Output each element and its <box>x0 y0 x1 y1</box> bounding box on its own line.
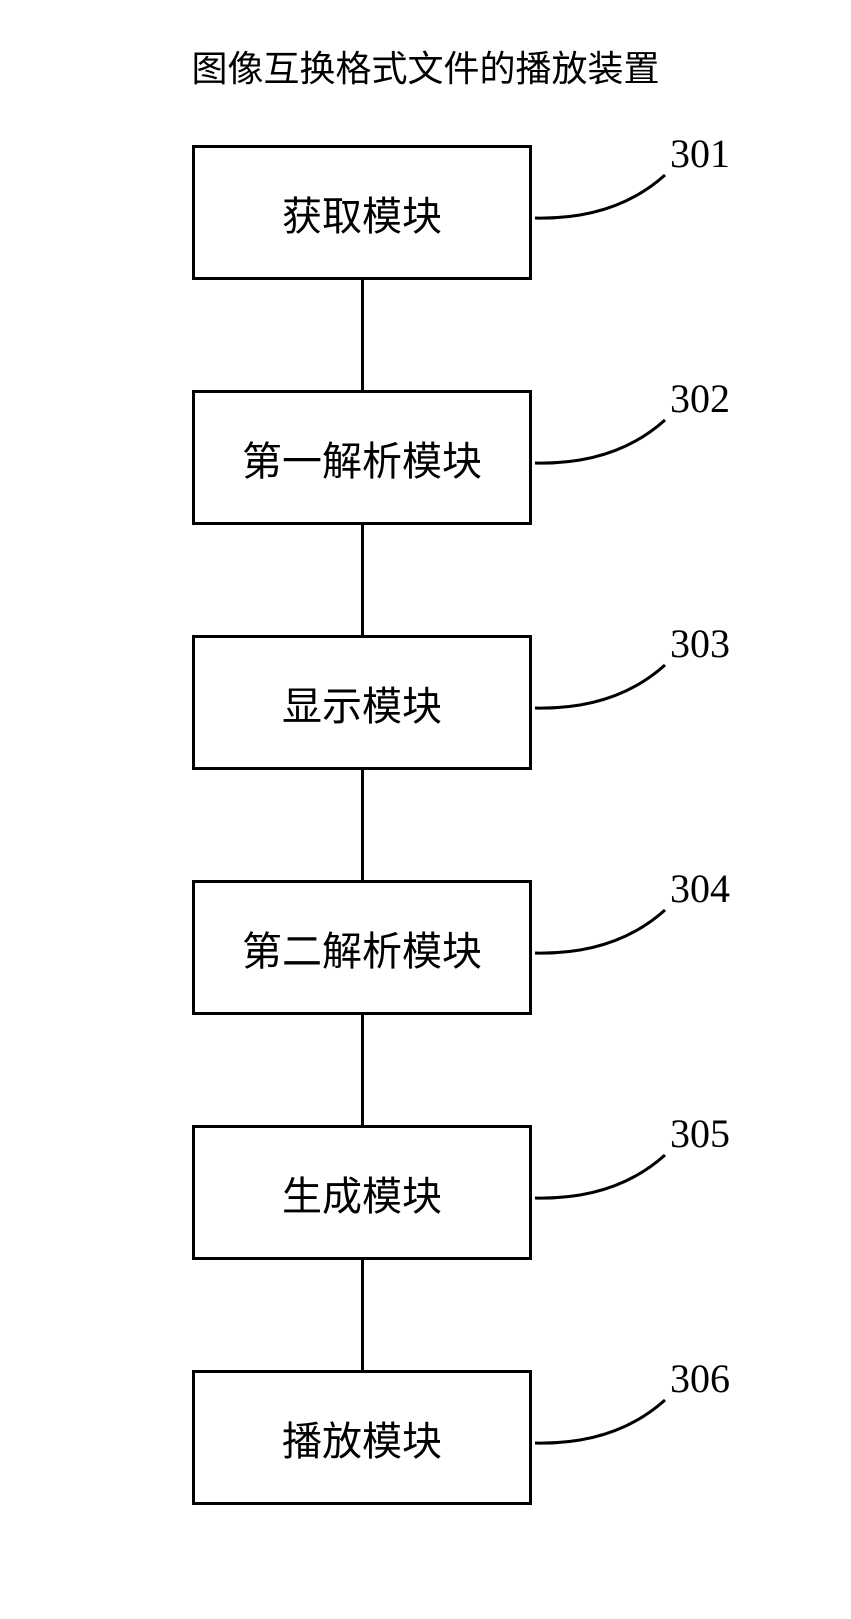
reference-number: 305 <box>670 1110 730 1157</box>
edge-connector <box>361 1015 364 1125</box>
reference-number: 304 <box>670 865 730 912</box>
edge-connector <box>361 525 364 635</box>
node-label: 第二解析模块 <box>242 919 482 977</box>
edge-connector <box>361 770 364 880</box>
node-acquisition-module: 获取模块 <box>192 145 532 280</box>
leader-curve <box>535 420 665 463</box>
edge-connector <box>361 1260 364 1370</box>
node-label: 显示模块 <box>282 674 442 732</box>
reference-number: 303 <box>670 620 730 667</box>
leader-curve <box>535 665 665 708</box>
reference-number: 302 <box>670 375 730 422</box>
leader-curve <box>535 1400 665 1443</box>
node-generate-module: 生成模块 <box>192 1125 532 1260</box>
node-label: 播放模块 <box>282 1409 442 1467</box>
node-first-parse-module: 第一解析模块 <box>192 390 532 525</box>
node-play-module: 播放模块 <box>192 1370 532 1505</box>
reference-number: 301 <box>670 130 730 177</box>
leader-curve <box>535 910 665 953</box>
node-display-module: 显示模块 <box>192 635 532 770</box>
reference-number: 306 <box>670 1355 730 1402</box>
node-label: 第一解析模块 <box>242 429 482 487</box>
leader-curve <box>535 175 665 218</box>
node-second-parse-module: 第二解析模块 <box>192 880 532 1015</box>
diagram-title: 图像互换格式文件的播放装置 <box>191 40 659 92</box>
flowchart-container: 图像互换格式文件的播放装置 获取模块 第一解析模块 显示模块 第二解析模块 生成… <box>0 0 851 1619</box>
node-label: 获取模块 <box>282 184 442 242</box>
edge-connector <box>361 280 364 390</box>
leader-curve <box>535 1155 665 1198</box>
node-label: 生成模块 <box>282 1164 442 1222</box>
